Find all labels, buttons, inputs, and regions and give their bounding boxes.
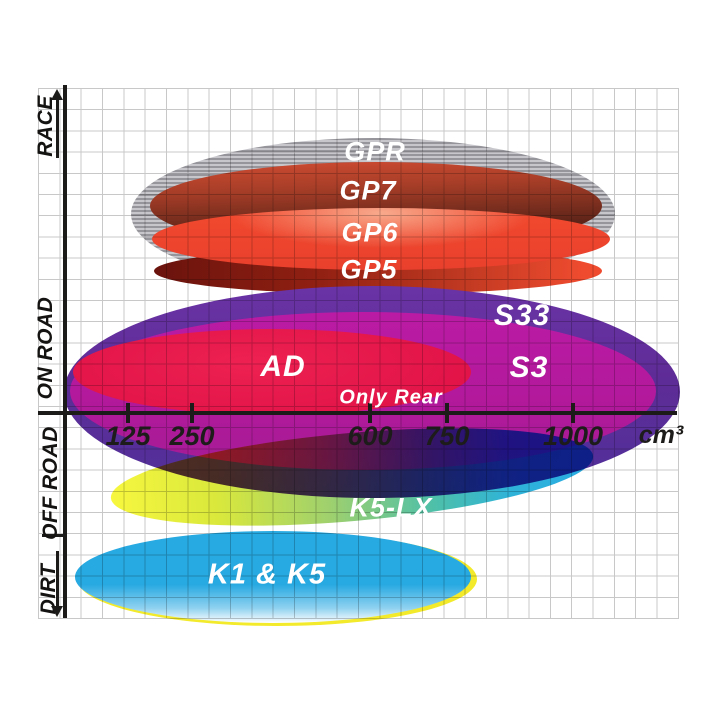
x-tick-label-600: 600 [347, 421, 393, 451]
dirt-down-arrow [56, 551, 59, 607]
x-tick-125 [126, 403, 130, 423]
y-zone-label-on-road: ON ROAD [34, 296, 57, 400]
x-tick-600 [368, 403, 372, 423]
region-label-gp6: GP6 [341, 217, 399, 248]
x-tick-label-250: 250 [169, 421, 215, 451]
region-label-s33: S33 [493, 299, 551, 332]
x-tick-label-125: 125 [105, 421, 151, 451]
x-tick-1000 [571, 403, 575, 423]
dirt-down-arrow-head-icon [51, 606, 63, 617]
region-k1k5-ellipse [75, 531, 471, 623]
region-ad-ellipse [73, 329, 471, 415]
y-zone-label-off-road: OFF ROAD [39, 426, 62, 540]
x-axis [38, 411, 677, 415]
region-label-gpr: GPR [344, 136, 406, 167]
region-label-gp7: GP7 [339, 175, 397, 206]
x-axis-unit-label: cm³ [638, 421, 684, 449]
region-gp6-ellipse [152, 208, 610, 270]
race-up-arrow [56, 98, 59, 158]
region-label-s3: S3 [509, 351, 549, 384]
region-label-k5lx: K5-LX [349, 492, 433, 523]
x-tick-label-1000: 1000 [542, 421, 604, 451]
x-tick-250 [190, 403, 194, 423]
region-label-k1k5: K1 & K5 [207, 558, 327, 591]
region-label-ad: AD [260, 350, 306, 383]
y-zone-label-race: RACE [34, 95, 57, 157]
x-tick-750 [445, 403, 449, 423]
y-tick-dirt-boundary [42, 534, 63, 537]
y-axis [63, 85, 67, 618]
race-up-arrow-head-icon [51, 89, 63, 100]
region-label-gp5: GP5 [340, 254, 398, 285]
region-note-only-rear: Only Rear [339, 386, 443, 409]
x-tick-label-750: 750 [424, 421, 470, 451]
